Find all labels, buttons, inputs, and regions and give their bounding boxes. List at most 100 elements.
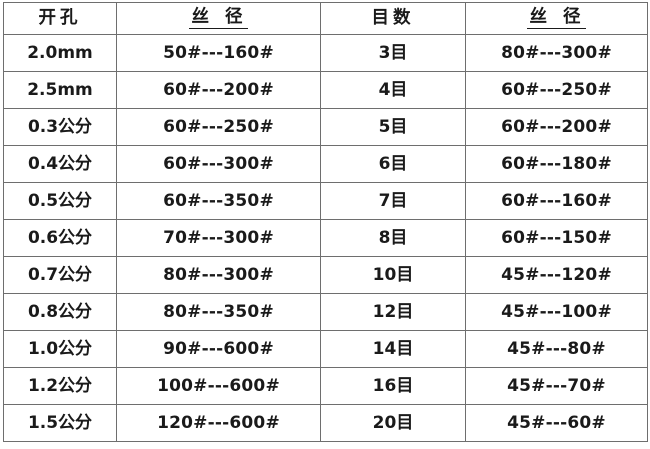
cell-wire-diameter-1-value: 80#---350# xyxy=(163,301,274,322)
cell-aperture-value: 1.2公分 xyxy=(27,375,93,396)
cell-wire-diameter-2: 60#---180# xyxy=(465,145,648,183)
cell-wire-diameter-2-value: 45#---60# xyxy=(507,412,606,433)
cell-wire-diameter-2: 80#---300# xyxy=(465,34,648,72)
cell-wire-diameter-2-value: 60#---250# xyxy=(501,79,612,100)
cell-aperture: 0.4公分 xyxy=(3,145,117,183)
table-row: 0.4公分 60#---300# 6目 60#---180# xyxy=(3,145,648,183)
cell-wire-diameter-2: 45#---100# xyxy=(465,293,648,331)
cell-wire-diameter-2: 45#---80# xyxy=(465,330,648,368)
cell-mesh-count-value: 8目 xyxy=(378,227,408,248)
table-row: 0.7公分 80#---300# 10目 45#---120# xyxy=(3,256,648,294)
cell-wire-diameter-1: 80#---350# xyxy=(116,293,321,331)
column-header-wire-diameter-2: 丝 径 xyxy=(465,2,648,35)
cell-mesh-count-value: 6目 xyxy=(378,153,408,174)
cell-mesh-count: 6目 xyxy=(320,145,466,183)
cell-wire-diameter-1-value: 80#---300# xyxy=(163,264,274,285)
column-header-wire-diameter-2-label: 丝 径 xyxy=(527,7,586,30)
cell-wire-diameter-1-value: 90#---600# xyxy=(163,338,274,359)
cell-wire-diameter-1-value: 60#---300# xyxy=(163,153,274,174)
cell-wire-diameter-2-value: 45#---70# xyxy=(507,375,606,396)
cell-wire-diameter-1-value: 60#---200# xyxy=(163,79,274,100)
cell-mesh-count: 8目 xyxy=(320,219,466,257)
cell-wire-diameter-2: 60#---250# xyxy=(465,71,648,109)
cell-mesh-count: 10目 xyxy=(320,256,466,294)
cell-aperture: 1.0公分 xyxy=(3,330,117,368)
table-row: 0.3公分 60#---250# 5目 60#---200# xyxy=(3,108,648,146)
cell-wire-diameter-1: 90#---600# xyxy=(116,330,321,368)
cell-aperture: 1.5公分 xyxy=(3,404,117,442)
table-row: 2.5mm 60#---200# 4目 60#---250# xyxy=(3,71,648,109)
cell-aperture-value: 0.7公分 xyxy=(27,264,93,285)
cell-aperture: 0.7公分 xyxy=(3,256,117,294)
cell-mesh-count: 16目 xyxy=(320,367,466,405)
cell-wire-diameter-2-value: 45#---80# xyxy=(507,338,606,359)
cell-aperture-value: 2.0mm xyxy=(27,42,93,63)
cell-wire-diameter-2-value: 45#---100# xyxy=(501,301,612,322)
cell-wire-diameter-1: 50#---160# xyxy=(116,34,321,72)
cell-aperture: 2.5mm xyxy=(3,71,117,109)
cell-mesh-count-value: 3目 xyxy=(378,42,408,63)
cell-wire-diameter-2-value: 80#---300# xyxy=(501,42,612,63)
column-header-aperture: 开孔 xyxy=(3,2,117,35)
cell-wire-diameter-2: 60#---150# xyxy=(465,219,648,257)
cell-wire-diameter-2-value: 60#---160# xyxy=(501,190,612,211)
column-header-mesh-count: 目数 xyxy=(320,2,466,35)
cell-mesh-count: 14目 xyxy=(320,330,466,368)
cell-wire-diameter-1: 60#---250# xyxy=(116,108,321,146)
table-row: 0.8公分 80#---350# 12目 45#---100# xyxy=(3,293,648,331)
cell-mesh-count-value: 7目 xyxy=(378,190,408,211)
cell-mesh-count: 3目 xyxy=(320,34,466,72)
cell-aperture-value: 0.4公分 xyxy=(27,153,93,174)
table-row: 1.5公分 120#---600# 20目 45#---60# xyxy=(3,404,648,442)
cell-mesh-count-value: 20目 xyxy=(372,412,414,433)
cell-wire-diameter-1-value: 60#---350# xyxy=(163,190,274,211)
column-header-wire-diameter-1-label: 丝 径 xyxy=(189,7,248,30)
table-header: 开孔 丝 径 目数 丝 径 xyxy=(3,2,648,35)
cell-aperture-value: 0.8公分 xyxy=(27,301,93,322)
cell-wire-diameter-2-value: 60#---200# xyxy=(501,116,612,137)
cell-wire-diameter-1-value: 60#---250# xyxy=(163,116,274,137)
cell-wire-diameter-1-value: 70#---300# xyxy=(163,227,274,248)
cell-mesh-count-value: 5目 xyxy=(378,116,408,137)
cell-mesh-count: 4目 xyxy=(320,71,466,109)
cell-aperture: 0.3公分 xyxy=(3,108,117,146)
table-row: 2.0mm 50#---160# 3目 80#---300# xyxy=(3,34,648,72)
cell-aperture: 1.2公分 xyxy=(3,367,117,405)
cell-aperture: 2.0mm xyxy=(3,34,117,72)
cell-wire-diameter-2: 45#---60# xyxy=(465,404,648,442)
cell-mesh-count-value: 16目 xyxy=(372,375,414,396)
cell-wire-diameter-2: 45#---120# xyxy=(465,256,648,294)
table-row: 0.6公分 70#---300# 8目 60#---150# xyxy=(3,219,648,257)
cell-wire-diameter-1-value: 100#---600# xyxy=(157,375,280,396)
cell-wire-diameter-2-value: 60#---150# xyxy=(501,227,612,248)
cell-mesh-count: 5目 xyxy=(320,108,466,146)
cell-mesh-count-value: 14目 xyxy=(372,338,414,359)
column-header-wire-diameter-1: 丝 径 xyxy=(116,2,321,35)
cell-mesh-count: 12目 xyxy=(320,293,466,331)
cell-mesh-count: 20目 xyxy=(320,404,466,442)
cell-wire-diameter-1: 70#---300# xyxy=(116,219,321,257)
cell-wire-diameter-2-value: 60#---180# xyxy=(501,153,612,174)
cell-wire-diameter-1: 60#---300# xyxy=(116,145,321,183)
cell-wire-diameter-1-value: 50#---160# xyxy=(163,42,274,63)
cell-wire-diameter-2: 45#---70# xyxy=(465,367,648,405)
wire-mesh-spec-table: 开孔 丝 径 目数 丝 径 2.0mm 50#---160# 3目 80#---… xyxy=(3,2,648,442)
cell-wire-diameter-2-value: 45#---120# xyxy=(501,264,612,285)
cell-aperture: 0.5公分 xyxy=(3,182,117,220)
cell-wire-diameter-1: 100#---600# xyxy=(116,367,321,405)
column-header-mesh-count-label: 目数 xyxy=(371,7,415,28)
cell-wire-diameter-2: 60#---200# xyxy=(465,108,648,146)
cell-mesh-count: 7目 xyxy=(320,182,466,220)
cell-wire-diameter-1-value: 120#---600# xyxy=(157,412,280,433)
cell-mesh-count-value: 12目 xyxy=(372,301,414,322)
table-row: 0.5公分 60#---350# 7目 60#---160# xyxy=(3,182,648,220)
cell-wire-diameter-1: 120#---600# xyxy=(116,404,321,442)
cell-aperture-value: 1.5公分 xyxy=(27,412,93,433)
cell-wire-diameter-1: 60#---350# xyxy=(116,182,321,220)
table-row: 1.2公分 100#---600# 16目 45#---70# xyxy=(3,367,648,405)
column-header-aperture-label: 开孔 xyxy=(38,7,82,28)
cell-wire-diameter-1: 60#---200# xyxy=(116,71,321,109)
cell-aperture-value: 2.5mm xyxy=(27,79,93,100)
cell-mesh-count-value: 4目 xyxy=(378,79,408,100)
